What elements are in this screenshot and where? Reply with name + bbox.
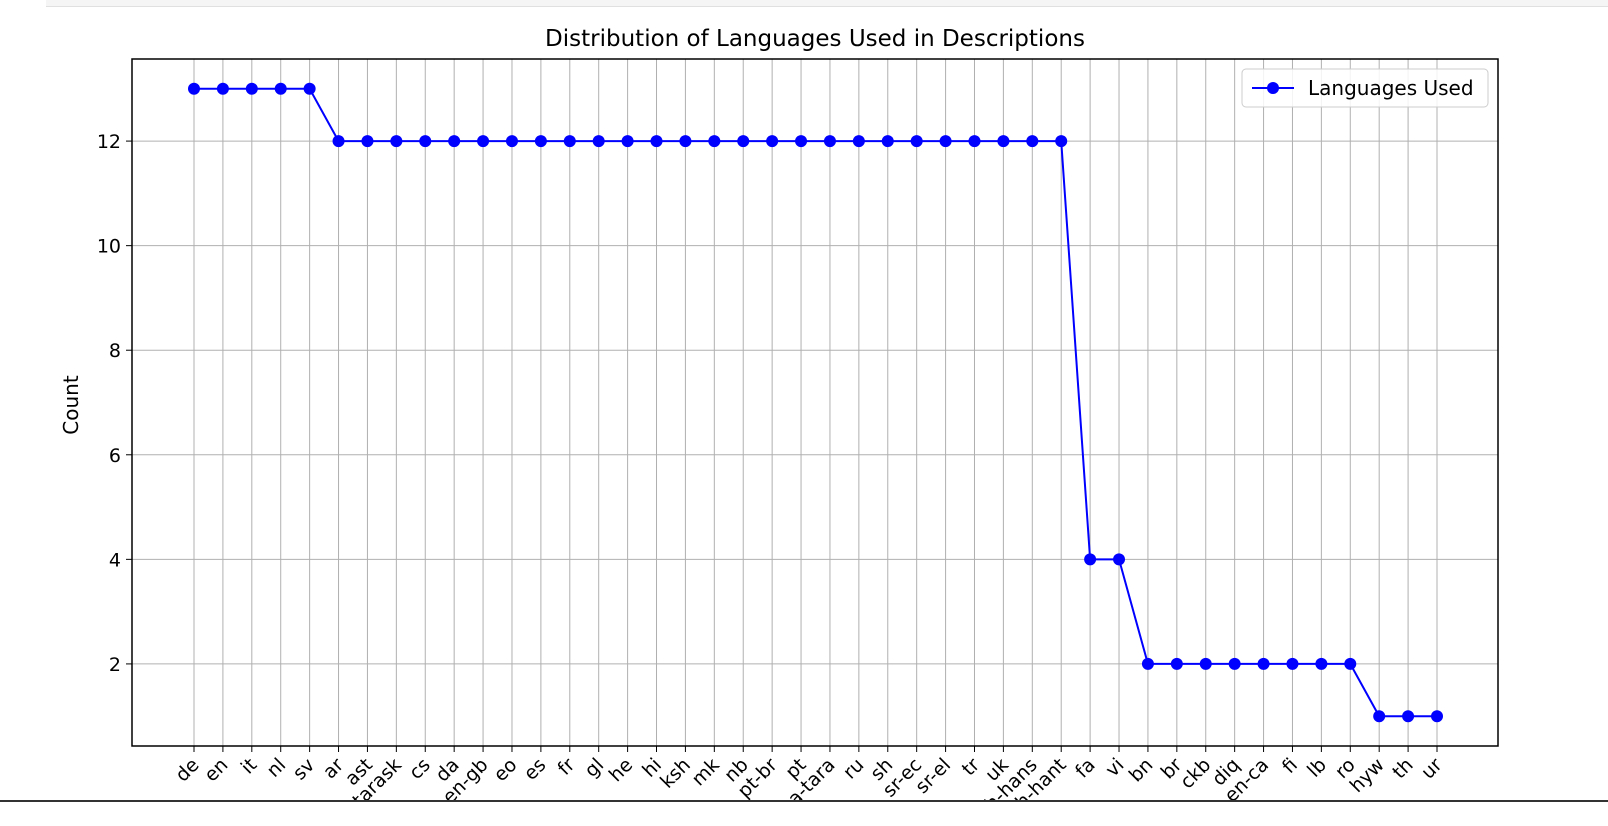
data-point — [679, 135, 692, 148]
data-point — [563, 135, 576, 148]
x-tick-label: vi — [1101, 754, 1128, 781]
data-point — [910, 135, 923, 148]
x-tick-label: sv — [289, 754, 320, 785]
x-tick-label: it — [237, 754, 262, 779]
x-tick-label: cs — [405, 754, 435, 784]
data-point — [216, 82, 229, 95]
x-tick-label: eo — [489, 754, 521, 786]
data-point — [1170, 657, 1183, 670]
x-tick-label: lb — [1303, 754, 1331, 782]
legend: Languages Used — [1241, 68, 1489, 108]
data-point — [621, 135, 634, 148]
plot-frame — [131, 58, 1499, 747]
y-tick-label: 12 — [97, 131, 121, 153]
x-tick-label: hyw — [1346, 754, 1389, 797]
data-point — [968, 135, 981, 148]
data-point — [448, 135, 461, 148]
data-point — [274, 82, 287, 95]
x-tick-label: th — [1388, 754, 1417, 783]
data-point — [1228, 657, 1241, 670]
data-point — [1257, 657, 1270, 670]
data-point — [361, 135, 374, 148]
notebook-cell-top-border — [46, 0, 1608, 7]
data-point — [1373, 710, 1386, 723]
legend-box — [1241, 68, 1489, 108]
data-point — [1315, 657, 1328, 670]
data-point — [795, 135, 808, 148]
data-point — [332, 135, 345, 148]
y-axis-title: Count — [59, 375, 83, 435]
data-point — [823, 135, 836, 148]
x-tick-label: es — [520, 754, 551, 785]
x-tick-label: de — [171, 754, 203, 786]
legend-marker — [1267, 82, 1279, 94]
x-tick-label: he — [605, 754, 637, 786]
data-point — [1055, 135, 1068, 148]
x-tick-label: fr — [554, 754, 580, 780]
data-point — [1431, 710, 1443, 723]
x-tick-label: fa — [1071, 754, 1100, 783]
legend-label: Languages Used — [1308, 76, 1474, 100]
x-tick-label: ur — [1417, 754, 1447, 784]
x-tick-label: nl — [262, 754, 290, 782]
data-point — [245, 82, 258, 95]
data-point — [1402, 710, 1415, 723]
data-point — [708, 135, 721, 148]
data-point — [592, 135, 605, 148]
data-point — [1199, 657, 1212, 670]
y-tick-label: 4 — [109, 549, 121, 571]
x-tick-label: ru — [839, 754, 869, 784]
data-point — [1141, 657, 1154, 670]
grid — [132, 59, 1498, 746]
y-tick-label: 8 — [109, 340, 121, 362]
data-point — [997, 135, 1010, 148]
data-point — [1344, 657, 1357, 670]
data-point — [1113, 553, 1126, 566]
y-tick-label: 10 — [97, 236, 121, 258]
data-point — [505, 135, 518, 148]
data-point — [766, 135, 779, 148]
series-line — [194, 87, 1437, 718]
data-point — [303, 82, 316, 95]
data-point — [188, 82, 200, 95]
output-cell-divider — [0, 800, 1608, 826]
data-point — [881, 135, 894, 148]
x-tick-label: mk — [687, 754, 723, 790]
data-point — [737, 135, 750, 148]
y-tick-label: 6 — [109, 445, 121, 467]
x-tick-label: en — [200, 754, 232, 786]
data-point — [1286, 657, 1299, 670]
data-point — [390, 135, 403, 148]
y-tick-label: 2 — [109, 654, 121, 676]
chart-title: Distribution of Languages Used in Descri… — [545, 26, 1085, 52]
x-tick-label: tr — [958, 754, 984, 780]
x-tick-label: bn — [1125, 754, 1158, 787]
data-point — [1026, 135, 1039, 148]
series — [188, 82, 1443, 723]
x-tick-label: fi — [1278, 754, 1302, 778]
x-tick-label: sr-el — [911, 754, 955, 798]
x-tick-label: ar — [319, 754, 348, 783]
data-point — [419, 135, 432, 148]
data-point — [1084, 553, 1097, 566]
data-point — [650, 135, 663, 148]
x-tick-label: gl — [580, 754, 608, 782]
data-point — [534, 135, 547, 148]
data-point — [852, 135, 865, 148]
data-point — [939, 135, 952, 148]
data-point — [477, 135, 490, 148]
